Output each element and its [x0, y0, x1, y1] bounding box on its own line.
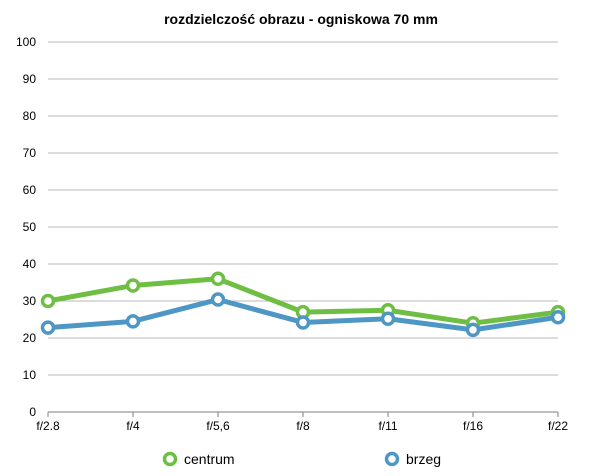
y-tick-label: 40	[23, 257, 37, 271]
x-tick-label: f/5,6	[206, 419, 230, 433]
y-tick-label: 80	[23, 109, 37, 123]
y-tick-label: 20	[23, 331, 37, 345]
data-point	[125, 314, 141, 329]
y-tick-label: 60	[23, 183, 37, 197]
data-point	[295, 315, 311, 330]
series-brzeg	[40, 292, 566, 338]
data-point	[125, 278, 141, 293]
y-tick-label: 70	[23, 146, 37, 160]
data-point	[380, 311, 396, 327]
data-point	[210, 271, 226, 287]
y-tick-label: 10	[23, 368, 37, 382]
chart-title: rozdzielczość obrazu - ogniskowa 70 mm	[164, 11, 438, 27]
x-tick-label: f/16	[463, 419, 483, 433]
y-tick-label: 50	[23, 220, 37, 234]
legend-label: brzeg	[406, 451, 441, 467]
x-tick-label: f/11	[378, 419, 397, 433]
x-tick-label: f/22	[548, 419, 568, 433]
data-point	[40, 293, 56, 309]
y-tick-label: 30	[23, 294, 37, 308]
legend-item: brzeg	[384, 451, 441, 467]
legend-marker	[162, 451, 178, 467]
legend-label: centrum	[184, 451, 235, 467]
data-point	[465, 322, 481, 338]
y-tick-label: 0	[29, 405, 36, 419]
data-point	[550, 310, 566, 325]
legend-marker	[384, 451, 400, 467]
data-point	[210, 292, 226, 307]
y-tick-label: 90	[23, 72, 37, 86]
series-lines	[40, 271, 566, 338]
legend-item: centrum	[162, 451, 235, 467]
legend: centrum brzeg	[162, 451, 441, 467]
grid-lines	[48, 41, 558, 413]
x-tick-label: f/4	[126, 419, 140, 433]
x-tick-label: f/2.8	[36, 419, 60, 433]
y-tick-label: 100	[16, 35, 36, 49]
x-tick-label: f/8	[296, 419, 310, 433]
x-axis-tick-labels: f/2.8 f/4 f/5,6 f/8 f/11 f/16 f/22	[36, 412, 568, 433]
data-point	[40, 320, 56, 335]
y-axis-tick-labels: 0 10 20 30 40 50 60 70 80 90 100	[16, 35, 36, 419]
